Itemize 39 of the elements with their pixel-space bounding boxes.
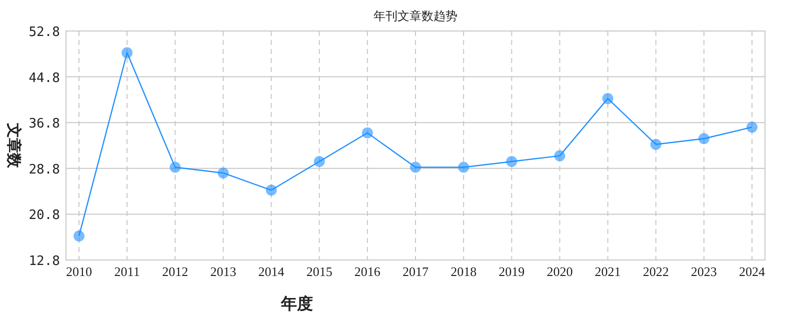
y-tick-label: 52.8 bbox=[28, 25, 60, 40]
point bbox=[218, 167, 229, 178]
x-tick-label: 2023 bbox=[690, 264, 717, 279]
point bbox=[698, 133, 710, 144]
x-tick-label: 2016 bbox=[354, 264, 381, 279]
x-tick-label: 2014 bbox=[258, 264, 285, 279]
y-tick-label: 36.8 bbox=[28, 116, 60, 132]
y-tick-label: 28.8 bbox=[28, 162, 60, 178]
x-axis-title: 年度 bbox=[280, 294, 313, 313]
x-tick-label: 2021 bbox=[594, 264, 621, 279]
x-tick-label: 2019 bbox=[498, 264, 525, 279]
point bbox=[506, 156, 518, 168]
x-tick-label: 2018 bbox=[450, 264, 477, 279]
x-tick-label: 2011 bbox=[114, 264, 140, 279]
point bbox=[650, 138, 662, 150]
point bbox=[746, 122, 758, 133]
x-tick-label: 2010 bbox=[66, 264, 92, 279]
chart-title: 年刊文章数趋势 bbox=[374, 9, 458, 23]
point bbox=[74, 230, 84, 242]
point bbox=[122, 47, 133, 58]
point bbox=[458, 162, 470, 173]
point bbox=[266, 184, 277, 196]
point bbox=[602, 93, 614, 104]
x-tick-label: 2022 bbox=[642, 264, 669, 279]
x-tick-label: 2020 bbox=[546, 264, 573, 279]
point bbox=[554, 150, 566, 162]
y-tick-label: 20.8 bbox=[28, 208, 60, 224]
x-tick-label: 2012 bbox=[162, 264, 188, 279]
y-tick-label: 44.8 bbox=[28, 70, 60, 86]
point bbox=[362, 127, 373, 138]
point bbox=[314, 156, 325, 168]
x-tick-label: 2024 bbox=[739, 264, 766, 279]
x-tick-label: 2015 bbox=[306, 264, 332, 279]
point bbox=[410, 162, 421, 173]
y-axis-title: 文章数 bbox=[5, 122, 23, 169]
x-tick-label: 2013 bbox=[210, 264, 236, 279]
x-tick-label: 2017 bbox=[402, 264, 429, 279]
y-tick-label: 12.8 bbox=[28, 254, 60, 269]
point bbox=[170, 162, 181, 173]
